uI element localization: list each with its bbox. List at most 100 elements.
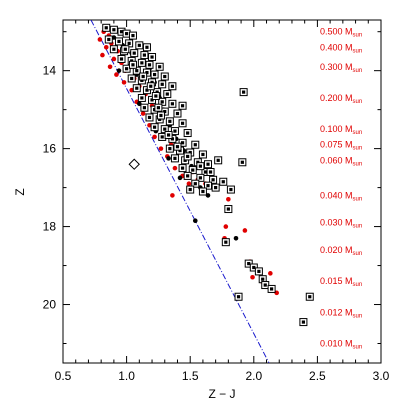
boxed-point [163, 74, 167, 79]
red-point [107, 64, 113, 70]
boxed-point [173, 156, 177, 160]
red-point [97, 37, 103, 42]
boxed-point [130, 76, 134, 81]
boxed-point [168, 119, 172, 123]
x-tick-label: 0.5 [55, 369, 72, 383]
mass-label: 0.400 Msun [320, 42, 362, 54]
boxed-point [180, 121, 185, 125]
boxed-point [145, 45, 149, 49]
boxed-point [149, 84, 153, 88]
boxed-point [137, 43, 141, 47]
boxed-point [147, 63, 152, 67]
mass-label: 0.015 Msun [320, 276, 362, 288]
boxed-point [107, 37, 111, 42]
boxed-point [112, 47, 116, 51]
boxed-point [242, 90, 246, 94]
red-point [170, 193, 175, 198]
red-point [121, 80, 127, 85]
boxed-point [173, 129, 177, 133]
boxed-point [180, 104, 185, 108]
boxed-point [186, 154, 190, 159]
x-tick-label: 1.5 [182, 369, 199, 383]
red-point [172, 165, 178, 171]
boxed-point [263, 283, 267, 287]
boxed-point [203, 170, 208, 174]
boxed-point [168, 147, 172, 151]
boxed-point [201, 152, 205, 157]
boxed-point [131, 63, 135, 67]
boxed-point [140, 61, 144, 65]
boxed-point [112, 28, 116, 32]
black-point [166, 156, 171, 161]
axis-ticks: 0.5 1.0 1.5 2.0 2.5 3.0 14 16 18 20 [43, 20, 390, 383]
boxed-point [211, 178, 215, 182]
boxed-point [247, 262, 251, 266]
x-tick-label: 1.0 [118, 369, 135, 383]
red-point [152, 134, 157, 140]
black-point [177, 175, 183, 181]
boxed-point [132, 51, 136, 55]
boxed-point [198, 176, 202, 180]
boxed-point [206, 162, 210, 166]
mass-label: 0.060 Msun [320, 155, 362, 167]
red-point [114, 72, 119, 77]
boxed-point [104, 26, 108, 30]
red-point [103, 44, 109, 50]
boxed-point [226, 207, 230, 211]
boxed-point [152, 72, 157, 77]
red-point [226, 196, 231, 202]
boxed-point [180, 141, 185, 145]
boxed-point [159, 113, 163, 118]
boxed-point [166, 133, 171, 137]
red-point [140, 111, 146, 116]
y-tick-label: 16 [43, 142, 57, 156]
mass-label: 0.075 Msun [320, 140, 362, 152]
boxed-point [261, 277, 265, 281]
boxed-point [125, 32, 129, 36]
x-axis-label: Z − J [208, 387, 235, 401]
boxed-point [221, 180, 225, 184]
boxed-point [224, 240, 228, 244]
boxed-point [270, 287, 274, 291]
red-point [242, 228, 248, 233]
mass-label: 0.020 Msun [320, 245, 362, 257]
boxed-point [170, 84, 174, 88]
boxed-point [142, 53, 147, 57]
boxed-point [188, 187, 192, 192]
mass-label: 0.300 Msun [320, 62, 362, 74]
boxed-point [135, 86, 139, 90]
mass-label: 0.500 Msun [320, 27, 362, 39]
x-tick-label: 3.0 [373, 369, 390, 383]
boxed-point [160, 135, 164, 139]
red-point [223, 224, 229, 229]
boxed-point [125, 67, 129, 71]
mass-label: 0.200 Msun [320, 93, 362, 105]
boxed-point [152, 125, 157, 129]
plot-area [90, 20, 314, 363]
mass-labels: 0.500 Msun 0.400 Msun 0.300 Msun 0.200 Msun… [320, 27, 362, 351]
boxed-point [201, 189, 205, 194]
boxed-point [216, 158, 220, 162]
red-point [268, 271, 273, 276]
black-point [192, 218, 198, 224]
mass-label: 0.040 Msun [320, 190, 362, 202]
mass-label: 0.012 Msun [320, 307, 362, 319]
boxed-point [198, 164, 202, 168]
boxed-point [257, 269, 261, 274]
y-tick-label: 14 [43, 64, 57, 78]
boxed-point [150, 55, 154, 59]
boxed-point [160, 82, 164, 86]
boxed-point [180, 166, 185, 170]
boxed-point [117, 39, 121, 44]
boxed-point [156, 106, 160, 110]
boxed-point [208, 170, 213, 174]
boxed-point [141, 74, 145, 79]
boxed-point [214, 186, 218, 190]
boxed-point [236, 295, 241, 299]
boxed-point [160, 100, 164, 104]
boxed-point [252, 265, 256, 270]
boxed-point [123, 47, 127, 51]
boxed-point [186, 174, 190, 178]
black-point [233, 235, 239, 241]
boxed-point [301, 320, 306, 324]
